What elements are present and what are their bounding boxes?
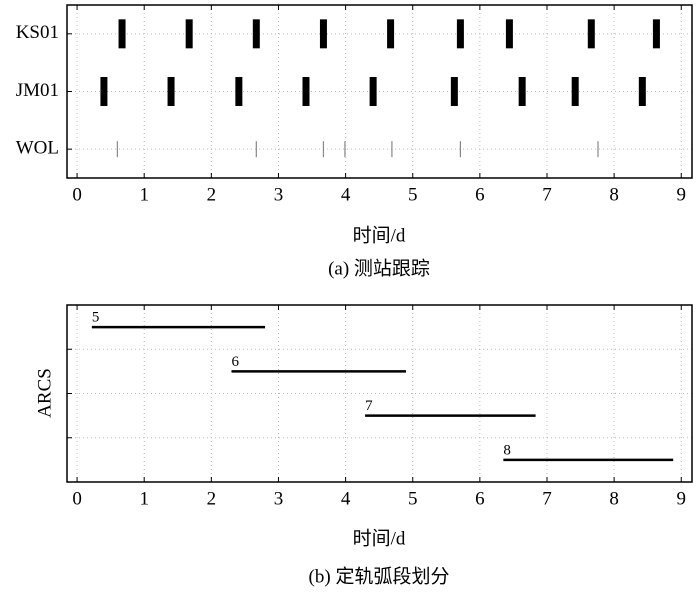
x-axis-title: 时间/d	[353, 224, 406, 246]
x-tick-label: 3	[274, 184, 284, 205]
event-mark	[167, 77, 175, 106]
event-mark	[571, 77, 579, 106]
event-mark	[391, 141, 393, 158]
x-tick-label: 8	[609, 184, 619, 205]
event-mark	[319, 19, 327, 49]
event-mark	[116, 141, 118, 158]
event-mark	[235, 77, 243, 106]
event-mark	[505, 19, 513, 49]
x-tick-label: 8	[609, 488, 619, 509]
event-mark	[252, 19, 260, 49]
event-mark	[597, 141, 599, 158]
event-mark	[387, 19, 395, 49]
event-mark	[587, 19, 595, 49]
event-mark	[450, 77, 458, 106]
x-tick-label: 4	[341, 184, 351, 205]
event-mark	[638, 77, 646, 106]
x-tick-label: 0	[72, 184, 82, 205]
x-tick-label: 6	[475, 488, 485, 509]
event-mark	[518, 77, 526, 106]
x-tick-label: 2	[207, 184, 217, 205]
y-tick-label: WOL	[16, 138, 59, 159]
x-tick-label: 7	[542, 184, 552, 205]
y-tick-label: KS01	[16, 22, 59, 43]
event-mark	[652, 19, 660, 49]
x-axis-title: 时间/d	[353, 527, 406, 549]
segment-label: 5	[92, 310, 100, 326]
x-tick-label: 1	[139, 184, 149, 205]
x-tick-label: 5	[408, 488, 418, 509]
event-mark	[302, 77, 310, 106]
x-tick-label: 5	[408, 184, 418, 205]
event-mark	[100, 77, 108, 106]
event-mark	[369, 77, 377, 106]
x-tick-label: 2	[207, 488, 217, 509]
plot-frame	[66, 4, 693, 179]
segment-label: 6	[231, 354, 239, 370]
plot-frame	[66, 304, 693, 483]
chart-title: (a) 测站跟踪	[328, 257, 430, 279]
event-mark	[459, 141, 461, 158]
event-mark	[456, 19, 464, 49]
x-tick-label: 1	[139, 488, 149, 509]
x-tick-label: 7	[542, 488, 552, 509]
event-mark	[322, 141, 325, 158]
chart-title: (b) 定轨弧段划分	[309, 565, 450, 587]
event-mark	[118, 19, 126, 49]
x-tick-label: 6	[475, 184, 485, 205]
x-tick-label: 3	[274, 488, 284, 509]
y-axis-title: ARCS	[34, 368, 55, 418]
y-tick-label: JM01	[16, 80, 59, 101]
segment-label: 7	[365, 398, 373, 414]
segment-label: 8	[503, 442, 511, 458]
event-mark	[185, 19, 193, 49]
x-tick-label: 9	[677, 184, 687, 205]
x-tick-label: 9	[677, 488, 687, 509]
event-mark	[255, 141, 257, 158]
x-tick-label: 0	[72, 488, 82, 509]
event-mark	[344, 141, 346, 158]
x-tick-label: 4	[341, 488, 351, 509]
